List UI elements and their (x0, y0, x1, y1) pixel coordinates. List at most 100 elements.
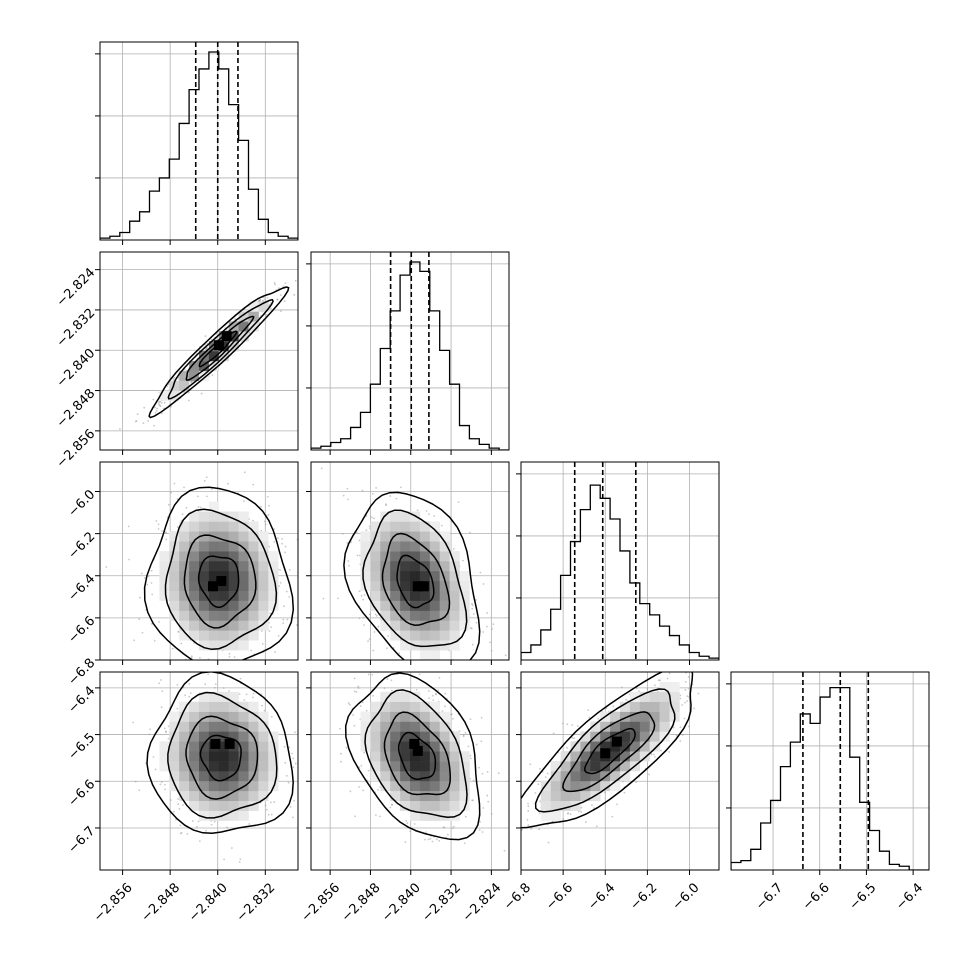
density-cell (228, 771, 239, 782)
density-cell (419, 650, 431, 660)
scatter-point (228, 655, 231, 658)
density-cell (248, 761, 259, 772)
density-cell (258, 590, 269, 601)
scatter-point (368, 638, 371, 641)
density-cell (370, 731, 381, 742)
panel-content (105, 471, 298, 660)
density-cell (208, 800, 220, 811)
x-tick-label: −2.840 (186, 880, 231, 925)
density-cell (189, 790, 200, 801)
scatter-point (210, 668, 212, 670)
histogram-bin (731, 862, 741, 870)
y-tick-label: −2.856 (54, 427, 99, 472)
y-tick-label: −6.0 (65, 487, 98, 520)
density-cell (248, 751, 259, 762)
density-cell (218, 761, 229, 772)
density-cell (439, 751, 450, 762)
scatter-point (292, 757, 295, 760)
scatter-point (234, 318, 237, 320)
density-cell (208, 790, 220, 801)
scatter-point (387, 635, 390, 637)
scatter-point (204, 335, 207, 337)
scatter-point (171, 647, 174, 650)
density-cell (169, 711, 180, 722)
scatter-point (205, 495, 208, 498)
scatter-point (413, 823, 416, 825)
scatter-point (616, 803, 618, 806)
scatter-point (149, 728, 151, 731)
scatter-point (367, 640, 369, 643)
scatter-point (684, 688, 687, 691)
density-cell (248, 541, 259, 552)
density-cell (400, 790, 411, 801)
scatter-point (347, 560, 350, 562)
density-cell (159, 751, 170, 762)
density-cell (429, 780, 440, 792)
histogram-bin (370, 384, 380, 450)
density-cell (410, 541, 421, 552)
scatter-point (187, 399, 190, 402)
histogram-bin (179, 123, 189, 240)
density-cell (208, 640, 220, 651)
scatter-point (155, 520, 158, 522)
scatter-point (361, 701, 364, 704)
density-cell (449, 751, 460, 762)
density-cell (179, 761, 190, 772)
density-cell (410, 771, 421, 782)
scatter-point (205, 476, 208, 479)
density-cell (179, 780, 190, 792)
scatter-point (289, 805, 292, 808)
scatter-point (372, 694, 374, 697)
scatter-point (635, 781, 638, 784)
scatter-point (320, 467, 323, 470)
scatter-point (371, 674, 374, 676)
scatter-point (478, 766, 480, 769)
scatter-point (400, 661, 402, 663)
scatter-point (470, 603, 473, 605)
histogram-bin (741, 861, 751, 870)
density-cell (380, 610, 391, 621)
histogram-bin (830, 688, 840, 870)
scatter-point (161, 690, 164, 693)
density-cell (419, 620, 431, 631)
density-cell (248, 701, 259, 712)
density-cell (189, 570, 200, 582)
density-cell (400, 620, 411, 631)
scatter-point (170, 491, 173, 494)
density-cell (169, 531, 180, 542)
density-cell (189, 561, 200, 572)
scatter-point (405, 820, 408, 822)
scatter-point (177, 798, 180, 801)
scatter-point (157, 528, 160, 530)
density-cell (189, 771, 200, 782)
scatter-point (161, 530, 163, 532)
scatter-point (269, 307, 272, 310)
x-tick-label: −6.6 (800, 880, 833, 913)
density-cell (410, 790, 421, 801)
scatter-point (472, 799, 475, 802)
density-cell (370, 570, 381, 582)
density-cell (208, 561, 220, 572)
density-cell (400, 741, 411, 752)
scatter-point (440, 524, 443, 527)
scatter-point (348, 564, 350, 567)
density-cell (449, 580, 460, 591)
density-cell (390, 741, 401, 752)
scatter-point (286, 618, 289, 621)
density-peak-cell (409, 738, 420, 749)
scatter-point (441, 710, 444, 712)
scatter-point (199, 656, 201, 659)
density-cell (218, 610, 229, 621)
density-cell (380, 711, 391, 722)
density-cell (360, 570, 371, 582)
density-cell (459, 570, 470, 582)
density-cell (179, 751, 190, 762)
density-cell (238, 800, 249, 811)
scatter-point (492, 623, 495, 625)
scatter-point (438, 676, 441, 679)
scatter-point (693, 707, 695, 710)
density-cell (429, 800, 440, 811)
density-cell (208, 501, 220, 512)
histogram-step (521, 484, 719, 660)
density-cell (400, 531, 411, 542)
